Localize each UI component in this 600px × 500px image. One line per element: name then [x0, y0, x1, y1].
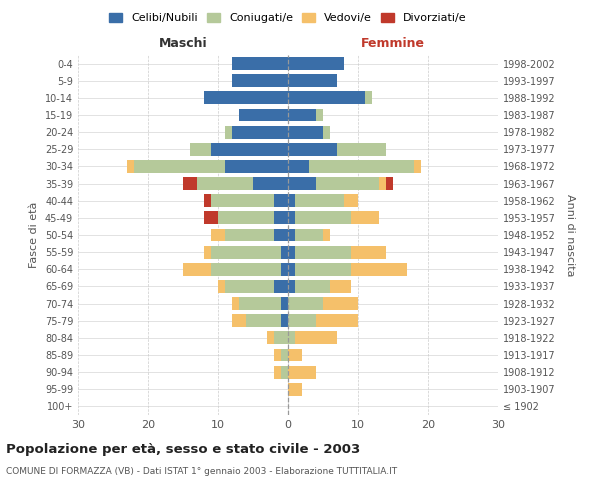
Bar — [316, 177, 379, 190]
Bar — [274, 194, 288, 207]
Bar — [239, 297, 281, 310]
Bar — [351, 263, 407, 276]
Bar — [274, 228, 288, 241]
Bar — [323, 126, 330, 138]
Bar — [281, 246, 288, 258]
Bar — [344, 194, 358, 207]
Bar — [274, 332, 288, 344]
Bar — [288, 314, 316, 327]
Bar — [211, 143, 288, 156]
Bar — [225, 228, 274, 241]
Bar — [274, 212, 288, 224]
Bar — [288, 348, 302, 362]
Bar — [351, 212, 379, 224]
Bar — [351, 246, 386, 258]
Text: Popolazione per età, sesso e stato civile - 2003: Popolazione per età, sesso e stato civil… — [6, 442, 360, 456]
Bar — [232, 297, 239, 310]
Bar — [295, 194, 344, 207]
Bar — [204, 246, 211, 258]
Bar — [211, 194, 274, 207]
Bar — [225, 126, 232, 138]
Bar — [232, 57, 288, 70]
Bar — [288, 160, 309, 173]
Bar — [232, 314, 246, 327]
Text: Femmine: Femmine — [361, 37, 425, 50]
Bar — [183, 263, 211, 276]
Bar — [309, 160, 414, 173]
Bar — [288, 194, 295, 207]
Bar — [183, 177, 197, 190]
Bar — [337, 143, 386, 156]
Bar — [288, 74, 337, 87]
Bar — [295, 228, 323, 241]
Bar — [288, 332, 295, 344]
Bar — [288, 228, 295, 241]
Bar — [134, 160, 225, 173]
Bar — [190, 143, 211, 156]
Bar — [232, 74, 288, 87]
Bar — [316, 108, 323, 122]
Bar — [365, 92, 372, 104]
Bar — [197, 177, 253, 190]
Bar — [323, 297, 358, 310]
Bar — [288, 212, 295, 224]
Bar — [274, 348, 281, 362]
Bar — [211, 246, 281, 258]
Bar — [232, 126, 288, 138]
Bar — [225, 280, 274, 293]
Bar — [288, 108, 316, 122]
Bar — [316, 314, 358, 327]
Bar — [386, 177, 393, 190]
Bar — [204, 194, 211, 207]
Bar — [295, 246, 351, 258]
Bar — [281, 297, 288, 310]
Bar — [274, 366, 281, 378]
Text: Maschi: Maschi — [158, 37, 208, 50]
Bar — [281, 314, 288, 327]
Bar — [288, 280, 295, 293]
Bar — [225, 160, 288, 173]
Text: COMUNE DI FORMAZZA (VB) - Dati ISTAT 1° gennaio 2003 - Elaborazione TUTTITALIA.I: COMUNE DI FORMAZZA (VB) - Dati ISTAT 1° … — [6, 468, 397, 476]
Bar — [288, 246, 295, 258]
Bar — [288, 92, 365, 104]
Bar — [281, 366, 288, 378]
Bar — [295, 280, 330, 293]
Bar — [288, 143, 337, 156]
Bar — [295, 212, 351, 224]
Bar — [239, 108, 288, 122]
Bar — [288, 177, 316, 190]
Bar — [204, 212, 218, 224]
Bar — [288, 297, 323, 310]
Bar — [246, 314, 281, 327]
Bar — [288, 57, 344, 70]
Bar — [288, 383, 302, 396]
Bar — [295, 263, 351, 276]
Bar — [211, 263, 281, 276]
Legend: Celibi/Nubili, Coniugati/e, Vedovi/e, Divorziati/e: Celibi/Nubili, Coniugati/e, Vedovi/e, Di… — [107, 10, 469, 26]
Bar — [211, 228, 225, 241]
Bar — [288, 366, 316, 378]
Bar — [204, 92, 288, 104]
Bar — [414, 160, 421, 173]
Bar — [330, 280, 351, 293]
Bar — [323, 228, 330, 241]
Bar — [281, 348, 288, 362]
Bar — [253, 177, 288, 190]
Bar — [127, 160, 134, 173]
Bar — [379, 177, 386, 190]
Bar — [218, 280, 225, 293]
Y-axis label: Anni di nascita: Anni di nascita — [565, 194, 575, 276]
Bar — [281, 263, 288, 276]
Y-axis label: Fasce di età: Fasce di età — [29, 202, 39, 268]
Bar — [267, 332, 274, 344]
Bar — [288, 126, 323, 138]
Bar — [288, 263, 295, 276]
Bar — [274, 280, 288, 293]
Bar — [295, 332, 337, 344]
Bar — [218, 212, 274, 224]
